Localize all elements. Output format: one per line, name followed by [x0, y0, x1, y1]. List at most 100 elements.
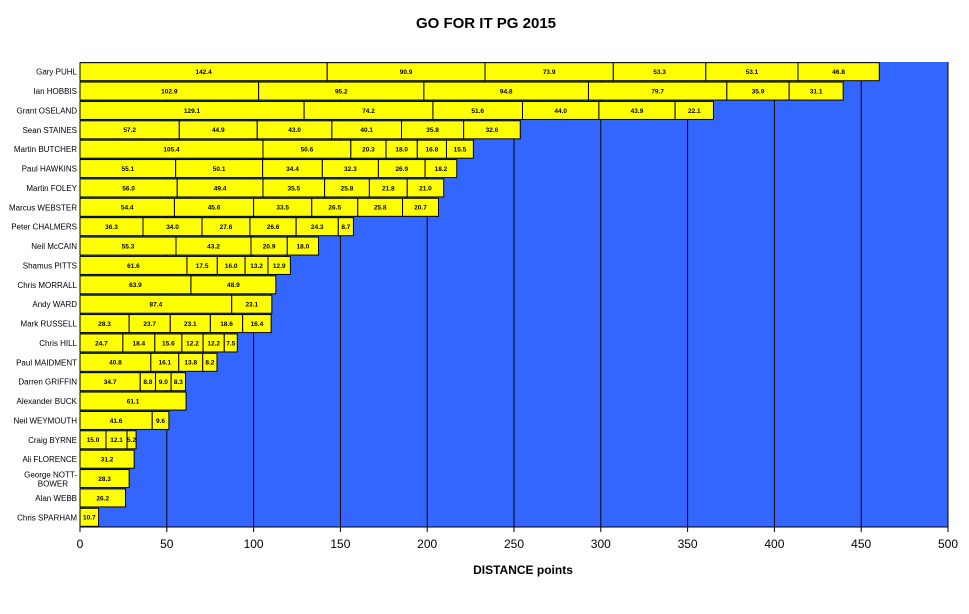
data-label: 12.2 [207, 340, 220, 347]
data-label: 79.7 [651, 88, 664, 95]
data-label: 10.7 [83, 515, 96, 522]
data-label: 43.2 [207, 243, 220, 250]
bar-segment [406, 178, 445, 198]
data-label: 28.3 [98, 321, 111, 328]
x-tick-label: 50 [160, 537, 174, 551]
data-label: 16.1 [158, 360, 171, 367]
category-label: Peter CHALMERS [11, 223, 77, 232]
data-label: 15.6 [162, 340, 175, 347]
data-label: 8.3 [174, 379, 183, 386]
data-label: 24.7 [95, 340, 108, 347]
data-label: 87.4 [150, 302, 163, 309]
data-label: 31.1 [810, 88, 823, 95]
x-tick-label: 200 [417, 537, 437, 551]
bar-segment [674, 100, 714, 120]
data-label: 34.7 [104, 379, 117, 386]
data-label: 20.3 [362, 147, 375, 154]
data-label: 53.1 [746, 69, 759, 76]
category-label: George NOTT- [24, 471, 77, 480]
data-label: 25.8 [341, 185, 354, 192]
category-label: Chris SPARHAM [17, 513, 77, 522]
category-label: Paul MAIDMENT [16, 358, 77, 367]
bar-segment [286, 236, 320, 256]
category-label: Neil McCAIN [31, 242, 77, 251]
data-label: 13.2 [250, 263, 263, 270]
x-axis-title: DISTANCE points [473, 563, 573, 577]
data-label: 34.0 [166, 224, 179, 231]
data-label: 13.8 [184, 360, 197, 367]
bar-segment [267, 255, 291, 275]
bar-segment [337, 217, 354, 237]
data-label: 31.2 [101, 457, 114, 464]
bar-segment [223, 333, 238, 353]
data-label: 17.5 [196, 263, 209, 270]
bar-segment [242, 314, 272, 334]
bar-segment [445, 139, 474, 159]
category-label: Alan WEBB [35, 494, 77, 503]
data-label: 18.6 [220, 321, 233, 328]
data-label: 21.8 [382, 185, 395, 192]
data-label: 61.1 [127, 398, 140, 405]
category-label: Chris MORRALL [17, 281, 77, 290]
data-label: 22.1 [688, 108, 701, 115]
bar-segment [126, 430, 137, 450]
category-label: Neil WEYMOUTH [13, 416, 77, 425]
data-label: 8.8 [143, 379, 152, 386]
data-label: 18.0 [395, 147, 408, 154]
category-labels: Gary PUHL Ian HOBBIS Grant OSELAND Sean STA… [9, 68, 78, 523]
data-label: 16.8 [426, 147, 439, 154]
data-label: 73.9 [543, 69, 556, 76]
data-label: 16.4 [251, 321, 264, 328]
bar-segment [788, 81, 844, 101]
category-label: Craig BYRNE [28, 436, 77, 445]
data-label: 50.1 [213, 166, 226, 173]
category-label: Ian HOBBIS [33, 87, 77, 96]
data-label: 12.1 [110, 437, 123, 444]
data-label: 15.5 [454, 147, 467, 154]
data-label: 40.1 [360, 127, 373, 134]
data-label: 51.6 [471, 108, 484, 115]
data-label: 18.0 [297, 243, 310, 250]
data-label: 26.2 [96, 495, 109, 502]
x-axis-ticks: 0 50 100 150 200 250 300 350 400 450 500 [77, 527, 958, 551]
bar-segment [170, 372, 187, 392]
data-label: 12.2 [186, 340, 199, 347]
data-label: 26.9 [395, 166, 408, 173]
data-label: 23.7 [143, 321, 156, 328]
data-label: 48.9 [227, 282, 240, 289]
data-label: 142.4 [195, 69, 212, 76]
data-label: 55.1 [121, 166, 134, 173]
data-label: 35.5 [287, 185, 300, 192]
category-label: Marcus WEBSTER [9, 203, 77, 212]
x-tick-label: 450 [851, 537, 871, 551]
data-label: 43.0 [288, 127, 301, 134]
x-tick-label: 150 [330, 537, 350, 551]
data-label: 57.2 [123, 127, 136, 134]
data-label: 55.3 [122, 243, 135, 250]
data-label: 63.9 [129, 282, 142, 289]
data-label: 56.0 [122, 185, 135, 192]
bar-segment [202, 352, 218, 372]
data-label: 46.8 [832, 69, 845, 76]
category-label: Martin BUTCHER [14, 145, 77, 154]
bar-segment [797, 62, 880, 82]
data-label: 21.0 [419, 185, 432, 192]
x-tick-label: 400 [764, 537, 784, 551]
data-label: 28.3 [98, 476, 111, 483]
x-tick-label: 350 [678, 537, 698, 551]
data-label: 34.4 [286, 166, 299, 173]
data-label: 5.2 [127, 437, 136, 444]
grid-lines [166, 62, 949, 527]
data-label: 49.4 [214, 185, 227, 192]
data-label: 15.0 [87, 437, 100, 444]
bar-segment [79, 449, 135, 469]
bar-segment [151, 410, 170, 430]
category-label: Darren GRIFFIN [18, 378, 77, 387]
data-label: 8.2 [205, 360, 214, 367]
data-label: 53.3 [653, 69, 666, 76]
category-label: Alexander BUCK [17, 397, 78, 406]
category-label: Shamus PITTS [23, 261, 77, 270]
data-label: 36.3 [105, 224, 118, 231]
data-label: 24.3 [311, 224, 324, 231]
